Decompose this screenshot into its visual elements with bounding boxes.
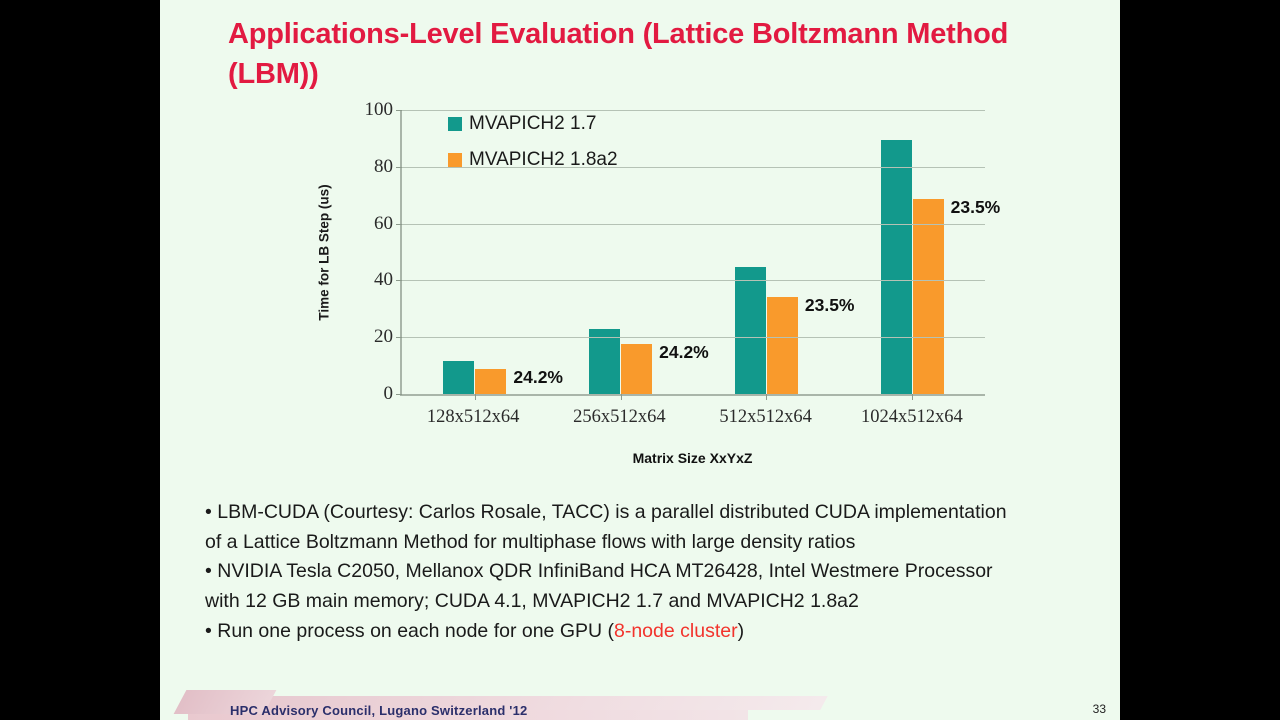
bullet-2-line-1: • NVIDIA Tesla C2050, Mellanox QDR Infin… (205, 560, 993, 583)
bar-series-0 (589, 328, 621, 394)
y-axis-tick-label: 60 (374, 212, 393, 234)
bar-series-0 (880, 139, 912, 394)
legend-label-series-0: MVAPICH2 1.7 (469, 113, 597, 134)
bar-group: 24.2% (548, 110, 709, 400)
x-axis-tick-label: 1024x512x64 (861, 407, 963, 427)
y-axis-tick-mark (396, 110, 402, 111)
footer-decoration (160, 672, 1120, 720)
letterbox-right (1120, 0, 1280, 720)
y-axis-tick-label: 20 (374, 326, 393, 348)
grid-line (402, 223, 985, 225)
legend-swatch-icon-series-1 (448, 153, 462, 167)
x-axis-tick-mark (766, 394, 768, 400)
x-axis-tick-label: 256x512x64 (573, 407, 666, 427)
grid-line (402, 110, 985, 111)
x-axis-tick-mark (620, 394, 622, 400)
x-axis-tick-label: 128x512x64 (426, 407, 520, 427)
bar-series-0 (734, 266, 766, 394)
bullet-1-line-1: • LBM-CUDA (Courtesy: Carlos Rosale, TAC… (205, 501, 1007, 523)
bar-value-annotation: 24.2% (659, 342, 709, 363)
legend-label-series-1: MVAPICH2 1.8a2 (469, 149, 618, 170)
y-axis-tick-label: 100 (364, 99, 394, 120)
bar-series-1: 24.2% (475, 367, 563, 394)
bar-series-1: 23.5% (912, 197, 1000, 394)
grid-line (402, 337, 985, 339)
x-axis-title: Matrix Size XxYxZ (632, 450, 753, 466)
footer-text: HPC Advisory Council, Lugano Switzerland… (230, 703, 528, 718)
bullet-2-line-2: with 12 GB main memory; CUDA 4.1, MVAPIC… (205, 589, 859, 612)
bullet-1-line-2: of a Lattice Boltzmann Method for multip… (205, 530, 856, 553)
presentation-slide: Applications-Level Evaluation (Lattice B… (160, 0, 1120, 720)
legend-item-series-0: MVAPICH2 1.7 (448, 113, 618, 135)
bar-series-0 (443, 360, 475, 394)
bullet-list: • LBM-CUDA (Courtesy: Carlos Rosale, TAC… (205, 498, 1085, 646)
bar-group: 23.5% (839, 110, 1000, 400)
y-axis-tick-mark (396, 166, 402, 168)
bullet-3: • Run one process on each node for one G… (205, 617, 1085, 647)
bar-value-annotation: 24.2% (513, 366, 563, 387)
bar-chart: Time for LB Step (us) 24.2% 24.2% 23.5% 23.… (317, 95, 1001, 495)
y-axis-tick-label: 0 (383, 383, 394, 404)
bar-series-1: 23.5% (766, 295, 855, 394)
x-axis-tick-mark (474, 394, 476, 400)
bullet-3-highlight: 8-node cluster (614, 619, 738, 642)
y-axis-tick-mark (396, 337, 402, 339)
bullet-3-prefix: • Run one process on each node for one G… (205, 619, 614, 642)
footer-band-1 (188, 708, 748, 720)
x-axis-tick-label: 512x512x64 (719, 407, 812, 427)
bullet-3-suffix: ) (737, 619, 745, 642)
y-axis-tick-label: 80 (374, 155, 393, 177)
grid-line (402, 280, 985, 282)
x-axis-tick-labels: 128x512x64 256x512x64 512x512x64 1024x512x6… (400, 407, 985, 428)
bar-group: 23.5% (694, 110, 855, 400)
legend-item-series-1: MVAPICH2 1.8a2 (448, 149, 618, 171)
y-axis-tick-mark (396, 280, 402, 282)
bar-groups: 24.2% 24.2% 23.5% 23.5% (402, 110, 1000, 400)
legend-swatch-icon-series-0 (448, 117, 462, 131)
chart-legend: MVAPICH2 1.7 MVAPICH2 1.8a2 (448, 113, 618, 185)
letterbox-left (0, 0, 160, 720)
y-axis-tick-mark (396, 223, 402, 225)
page-title: Applications-Level Evaluation (Lattice B… (228, 18, 1009, 91)
y-axis-label: Time for LB Step (us) (316, 184, 332, 321)
bar-series-1: 24.2% (621, 342, 709, 394)
x-axis-tick-mark (912, 394, 914, 400)
y-axis-tick-mark (396, 394, 402, 395)
grid-line (402, 166, 985, 168)
bar-group: 24.2% (402, 110, 563, 400)
bar-value-annotation: 23.5% (950, 197, 1001, 218)
plot-area: 24.2% 24.2% 23.5% 23.5% 0 20 40 60 80 100 (365, 99, 1001, 404)
page-number: 33 (1092, 702, 1106, 716)
y-axis-tick-label: 40 (374, 269, 393, 291)
bar-value-annotation: 23.5% (804, 294, 855, 315)
